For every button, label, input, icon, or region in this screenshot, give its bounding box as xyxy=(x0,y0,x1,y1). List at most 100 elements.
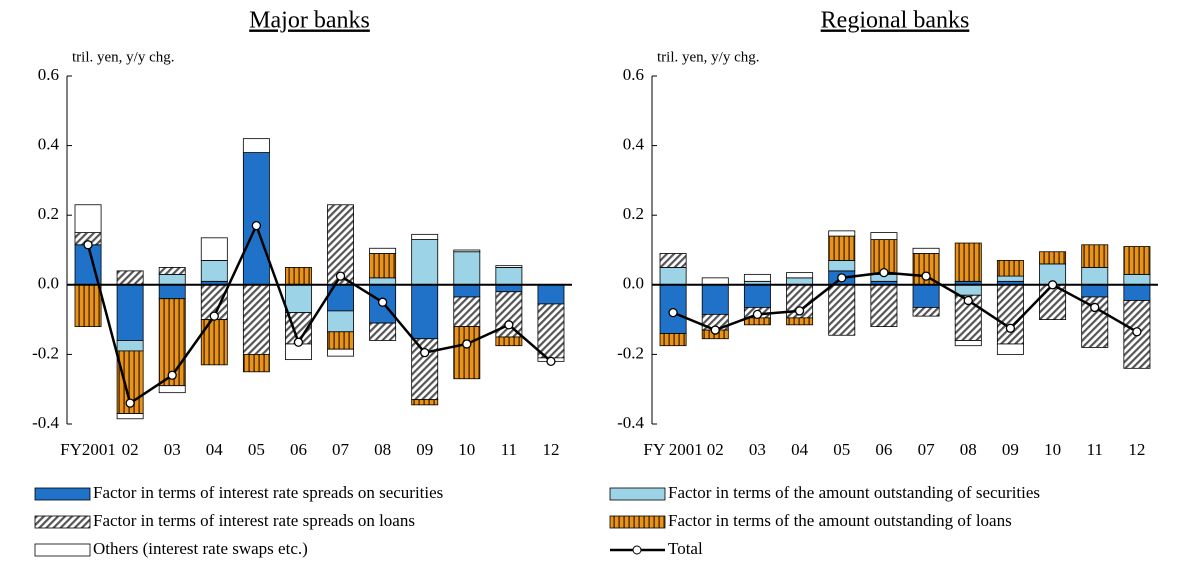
total-marker xyxy=(879,267,889,278)
x-tick-label: 12 xyxy=(542,440,559,459)
x-tick-label: 04 xyxy=(791,440,809,459)
bar-segment xyxy=(200,237,228,261)
legend-label: Factor in terms of the amount outstandin… xyxy=(668,511,1012,530)
total-marker xyxy=(921,271,931,281)
x-tick-label: 11 xyxy=(501,440,517,459)
total-marker xyxy=(293,337,304,347)
bar-segment xyxy=(495,336,523,347)
bar-segment xyxy=(453,251,481,286)
x-tick-label: 02 xyxy=(122,440,139,459)
bar-segment xyxy=(453,249,481,253)
bar-segment xyxy=(411,239,439,286)
bar-segment xyxy=(1123,273,1151,286)
total-marker xyxy=(1090,302,1100,313)
y-tick-label: -0.2 xyxy=(617,343,644,362)
y-tick-label: -0.4 xyxy=(617,413,644,432)
bar-segment xyxy=(242,353,270,373)
y-tick-label: 0.0 xyxy=(623,274,644,293)
bar-segment xyxy=(828,230,856,237)
x-tick-label: 12 xyxy=(1128,440,1145,459)
legend-label: Factor in terms of interest rate spreads… xyxy=(93,511,415,530)
bar-segment xyxy=(786,277,814,286)
total-marker xyxy=(335,271,346,281)
bar-segment xyxy=(495,266,523,286)
bar-segment xyxy=(411,233,439,240)
x-tick-label: 10 xyxy=(1044,440,1061,459)
bar-segment xyxy=(870,284,898,327)
total-marker xyxy=(83,240,93,250)
x-tick-label: 06 xyxy=(290,440,307,459)
bar-segment xyxy=(116,413,144,420)
x-tick-label: 07 xyxy=(332,440,350,459)
bar-segment xyxy=(327,310,354,333)
bar-segment xyxy=(411,338,439,401)
total-marker xyxy=(1047,280,1058,290)
bar-segment xyxy=(870,232,898,240)
total-marker xyxy=(377,297,388,307)
y-axis-label: tril. yen, y/y chg. xyxy=(657,49,759,65)
y-tick-label: -0.2 xyxy=(32,343,59,362)
bar-segment xyxy=(369,277,397,286)
total-marker xyxy=(1132,327,1142,337)
bar-segment xyxy=(242,284,270,355)
bar-segment xyxy=(495,265,523,268)
bar-segment xyxy=(327,348,354,357)
y-tick-label: 0.4 xyxy=(38,135,60,154)
bar-segment xyxy=(453,326,481,380)
x-tick-label: 04 xyxy=(206,440,224,459)
x-tick-label: 02 xyxy=(707,440,724,459)
legend-swatch xyxy=(609,487,666,501)
x-tick-label: 03 xyxy=(164,440,181,459)
x-tick-label: 05 xyxy=(248,440,265,459)
bar-segment xyxy=(1123,246,1151,275)
legend-label: Factor in terms of the amount outstandin… xyxy=(668,483,1040,502)
legend-marker xyxy=(632,545,642,555)
bar-segment xyxy=(453,296,481,327)
bar-segment xyxy=(659,333,687,347)
chart-title: Major banks xyxy=(249,8,370,34)
total-marker xyxy=(462,339,472,349)
bar-segment xyxy=(74,284,102,327)
y-tick-label: 0.2 xyxy=(623,204,644,223)
bar-segment xyxy=(996,260,1024,277)
total-marker xyxy=(752,309,763,320)
bar-segment xyxy=(495,284,523,293)
chart-title: Regional banks xyxy=(821,8,970,34)
x-tick-label: FY 2001 xyxy=(643,440,702,459)
total-marker xyxy=(420,348,430,358)
total-marker xyxy=(963,295,973,306)
bar-segment xyxy=(912,307,940,317)
bar-segment xyxy=(200,260,228,282)
legend-swatch xyxy=(34,487,91,501)
bar-segment xyxy=(659,253,687,268)
x-tick-label: 07 xyxy=(918,440,936,459)
legend-label: Others (interest rate swaps etc.) xyxy=(93,539,308,558)
bar-segment xyxy=(242,152,270,286)
bar-segment xyxy=(743,284,771,308)
x-tick-label: 10 xyxy=(458,440,475,459)
bar-segment xyxy=(828,284,856,336)
legend-label: Factor in terms of interest rate spreads… xyxy=(93,483,443,502)
bar-segment xyxy=(701,277,729,286)
x-tick-label: 05 xyxy=(833,440,850,459)
bar-segment xyxy=(537,303,565,359)
x-tick-label: 09 xyxy=(1002,440,1019,459)
bar-segment xyxy=(285,266,312,286)
total-marker xyxy=(125,398,135,408)
y-tick-label: 0.6 xyxy=(623,65,644,84)
bar-segment xyxy=(743,273,771,282)
total-marker xyxy=(251,220,262,231)
bar-segment xyxy=(912,247,940,254)
total-marker xyxy=(794,306,805,316)
total-marker xyxy=(504,320,514,330)
y-tick-label: -0.4 xyxy=(32,413,59,432)
bar-segment xyxy=(200,319,228,366)
bar-segment xyxy=(828,235,856,261)
bar-segment xyxy=(116,340,144,352)
bar-segment xyxy=(411,284,439,340)
y-axis-label: tril. yen, y/y chg. xyxy=(72,49,174,65)
x-tick-label: 03 xyxy=(749,440,766,459)
bar-segment xyxy=(659,266,687,286)
legend-swatch xyxy=(34,543,91,557)
